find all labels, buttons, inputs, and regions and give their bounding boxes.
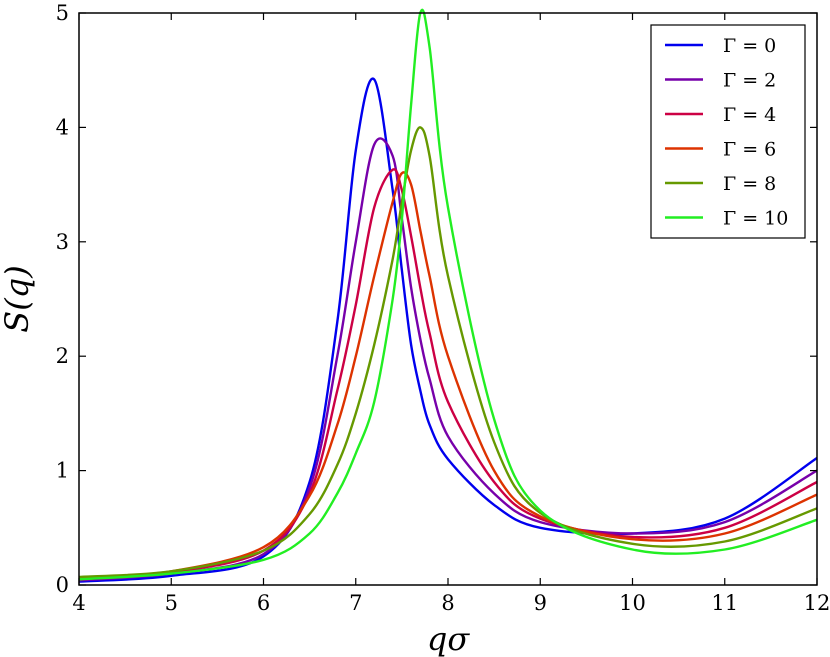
legend-label-5: Γ = 10 [723,208,788,230]
x-tick-label: 5 [165,591,178,615]
x-tick-label: 11 [711,591,738,615]
x-tick-label: 12 [804,591,830,615]
series-layer [78,8,818,583]
legend-label-4: Γ = 8 [723,173,776,195]
y-tick-label: 2 [56,344,69,368]
x-tick-label: 7 [349,591,362,615]
legend-label-1: Γ = 2 [723,70,776,92]
series-line-5 [78,8,818,581]
y-tick-label: 3 [56,230,69,254]
y-tick-label: 5 [56,1,69,25]
x-tick-label: 8 [441,591,454,615]
x-tick-label: 6 [257,591,270,615]
y-tick-label: 0 [56,573,69,597]
y-axis-label: S(q) [0,265,36,332]
y-tick-label: 1 [56,459,69,483]
legend: Γ = 0 Γ = 2 Γ = 4 Γ = 6 Γ = 8 Γ = 10 [650,24,806,239]
series-line-0 [78,77,818,583]
x-tick-label: 10 [619,591,646,615]
x-axis-label: qσ [427,620,470,657]
x-tick-label: 9 [534,591,547,615]
x-tick-label: 4 [72,591,85,615]
legend-label-0: Γ = 0 [723,35,776,57]
y-tick-label: 4 [56,115,69,139]
legend-label-3: Γ = 6 [723,139,776,161]
legend-box [650,24,806,239]
legend-label-2: Γ = 4 [723,104,776,126]
